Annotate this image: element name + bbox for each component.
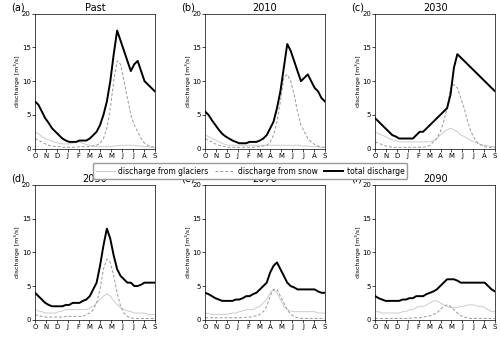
Text: (a): (a)	[11, 2, 24, 12]
Y-axis label: discharge [m³/s]: discharge [m³/s]	[354, 55, 360, 107]
Title: 2010: 2010	[252, 3, 278, 13]
Title: 2090: 2090	[423, 174, 448, 184]
Text: (e): (e)	[181, 173, 195, 183]
Y-axis label: discharge [m³/s]: discharge [m³/s]	[14, 226, 20, 278]
Legend: discharge from glaciers, discharge from snow, total discharge: discharge from glaciers, discharge from …	[92, 163, 407, 179]
Title: 2050: 2050	[82, 174, 108, 184]
Text: (f): (f)	[352, 173, 362, 183]
Title: Past: Past	[84, 3, 105, 13]
Title: 2070: 2070	[252, 174, 278, 184]
Y-axis label: discharge [m³/s]: discharge [m³/s]	[14, 55, 20, 107]
Title: 2030: 2030	[423, 3, 448, 13]
Y-axis label: discharge [m³/s]: discharge [m³/s]	[184, 55, 190, 107]
Y-axis label: discharge [m³/s]: discharge [m³/s]	[354, 226, 360, 278]
Y-axis label: discharge [m³/s]: discharge [m³/s]	[184, 226, 190, 278]
Text: (d): (d)	[11, 173, 25, 183]
Text: (c): (c)	[352, 2, 364, 12]
Text: (b): (b)	[181, 2, 195, 12]
